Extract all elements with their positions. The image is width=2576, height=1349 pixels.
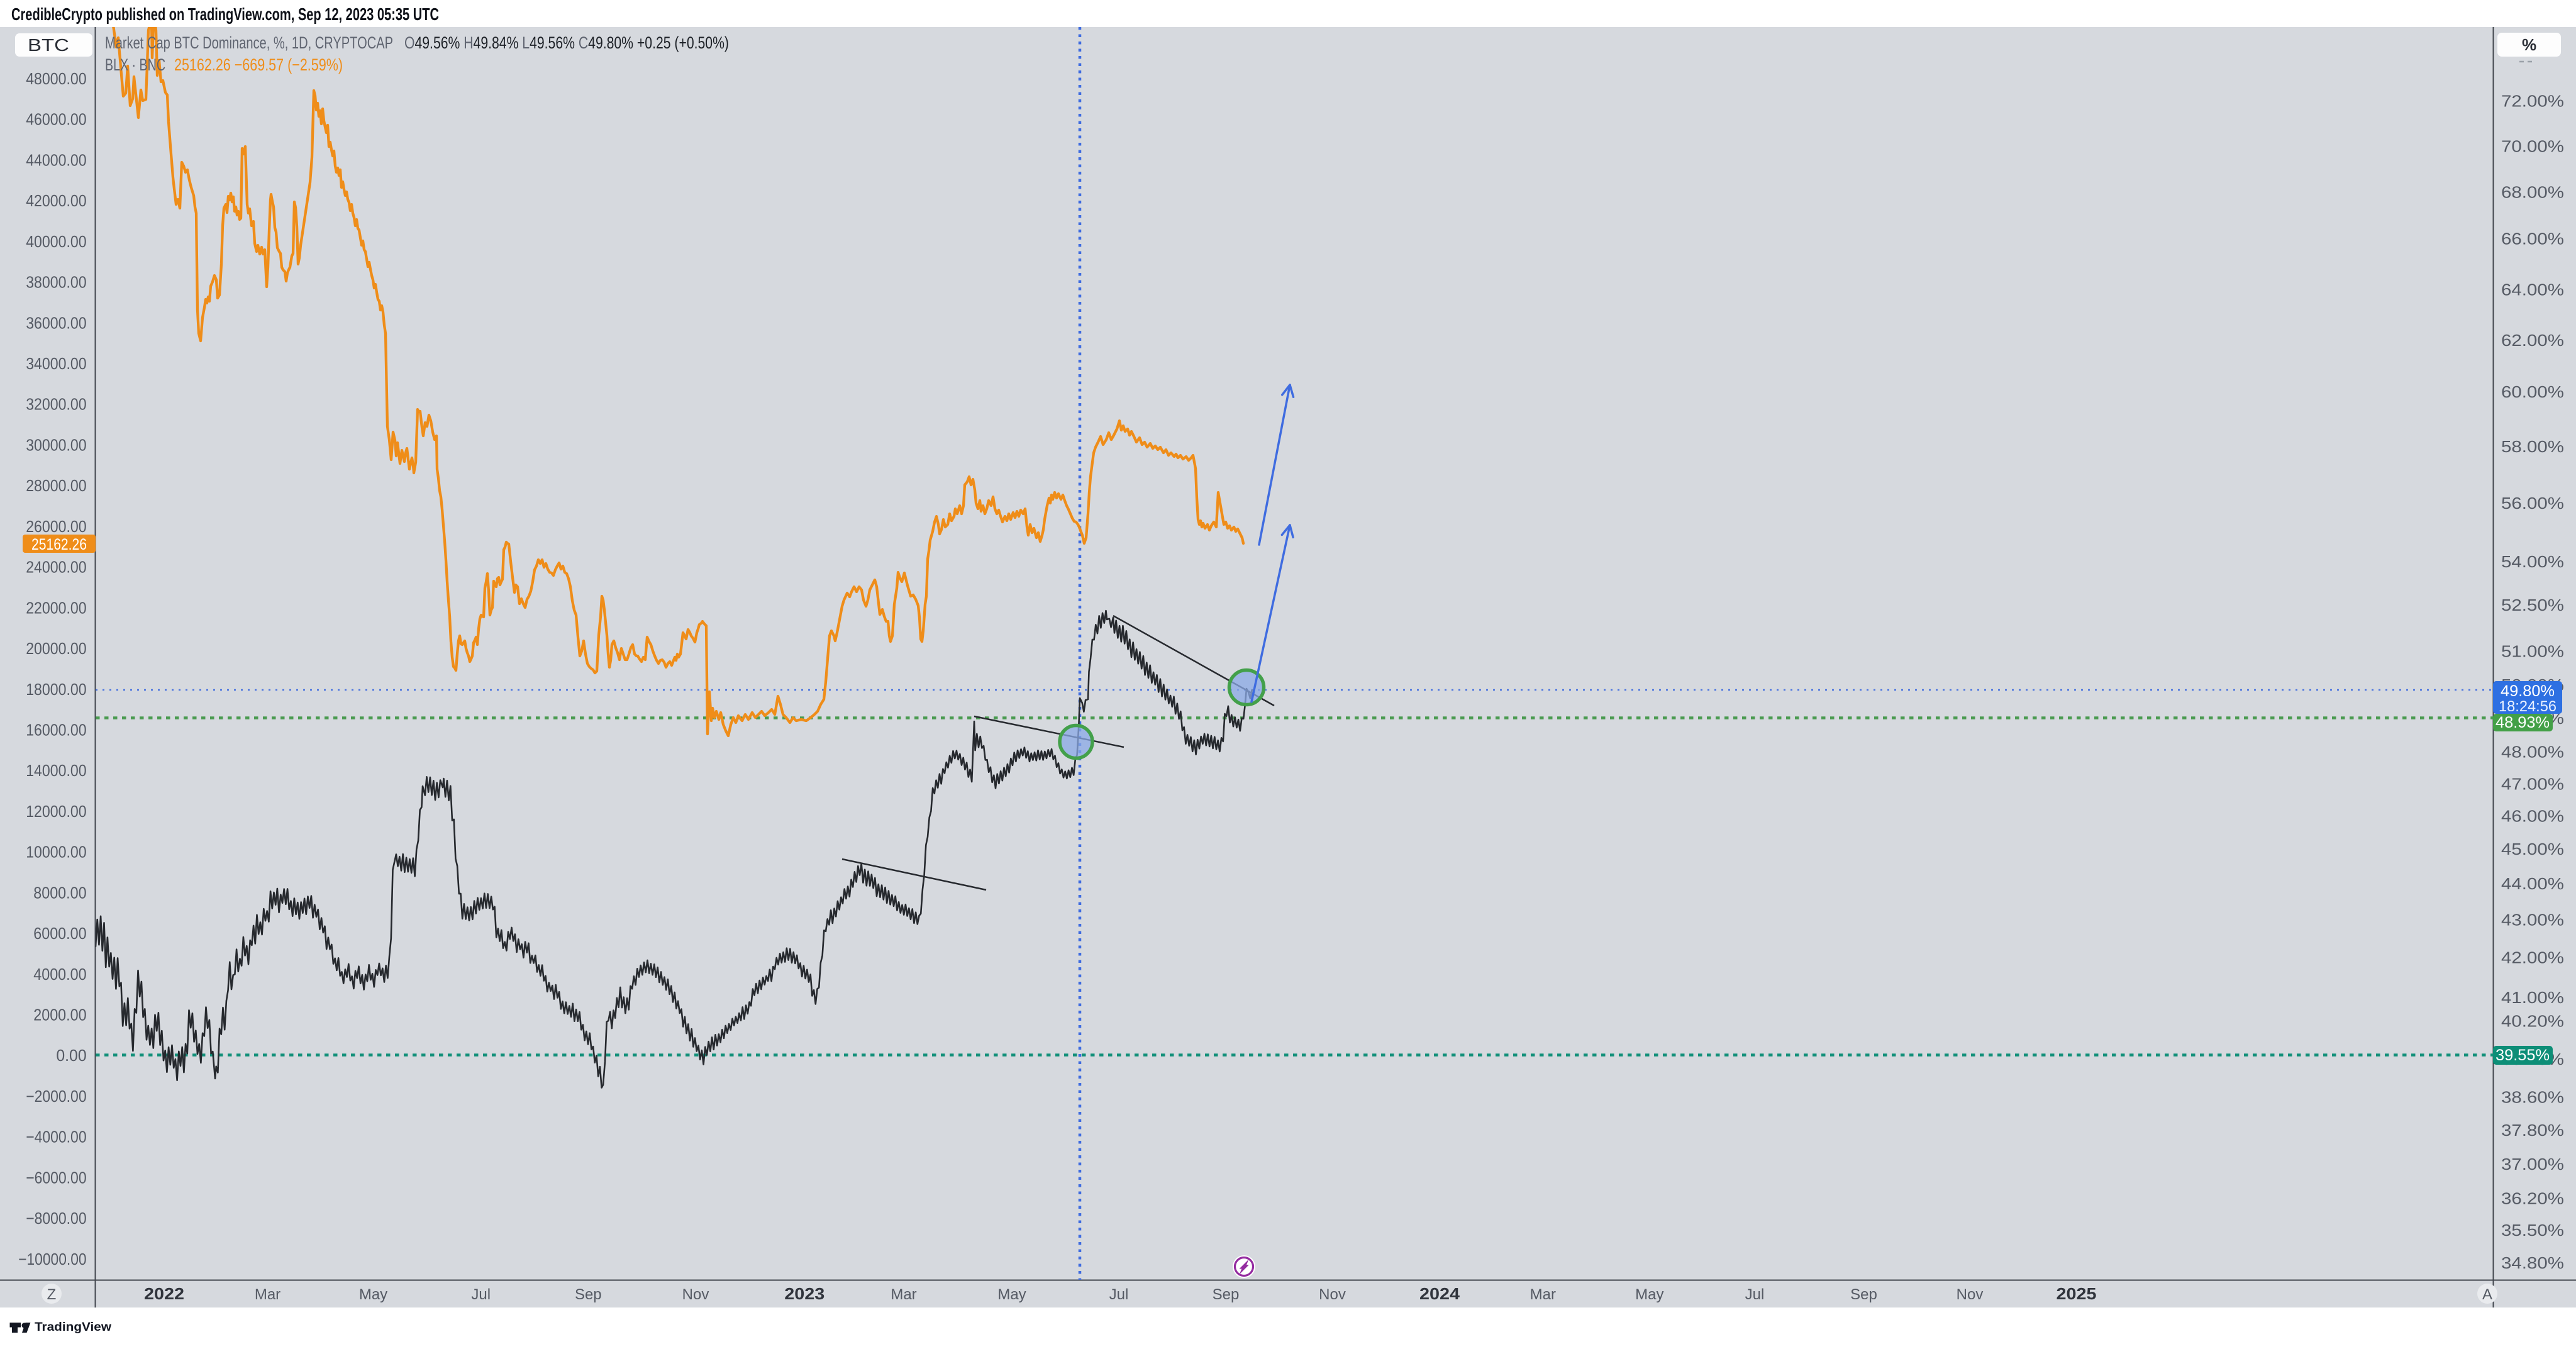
svg-text:Mar: Mar (891, 1286, 916, 1303)
svg-text:60.00%: 60.00% (2501, 382, 2564, 401)
svg-text:2024: 2024 (1419, 1284, 1460, 1303)
svg-text:−8000.00: −8000.00 (26, 1209, 86, 1228)
svg-text:BLX · BNC: BLX · BNC (105, 55, 165, 74)
svg-text:Sep: Sep (575, 1286, 602, 1303)
svg-text:72.00%: 72.00% (2501, 92, 2564, 111)
svg-text:−10000.00: −10000.00 (18, 1250, 86, 1269)
svg-text:48.93%: 48.93% (2496, 714, 2550, 731)
svg-text:36.20%: 36.20% (2501, 1189, 2564, 1207)
svg-text:6000.00: 6000.00 (33, 924, 86, 943)
svg-text:39.55%: 39.55% (2496, 1046, 2550, 1064)
svg-text:37.00%: 37.00% (2501, 1155, 2564, 1174)
svg-text:25162.26: 25162.26 (31, 536, 87, 553)
svg-text:24000.00: 24000.00 (26, 558, 86, 577)
svg-text:68.00%: 68.00% (2501, 183, 2564, 202)
svg-text:2000.00: 2000.00 (33, 1006, 86, 1024)
svg-text:40000.00: 40000.00 (26, 232, 86, 251)
svg-text:44000.00: 44000.00 (26, 150, 86, 169)
svg-text:%: % (2522, 35, 2536, 54)
svg-text:64.00%: 64.00% (2501, 280, 2564, 299)
svg-text:10000.00: 10000.00 (26, 843, 86, 862)
svg-text:48000.00: 48000.00 (26, 69, 86, 88)
svg-text:−4000.00: −4000.00 (26, 1128, 86, 1146)
svg-text:18:24:56: 18:24:56 (2499, 698, 2557, 715)
svg-text:32000.00: 32000.00 (26, 395, 86, 414)
svg-text:−6000.00: −6000.00 (26, 1168, 86, 1187)
svg-text:34.80%: 34.80% (2501, 1253, 2564, 1272)
svg-text:Sep: Sep (1213, 1286, 1240, 1303)
svg-text:42.00%: 42.00% (2501, 948, 2564, 967)
svg-text:43.00%: 43.00% (2501, 910, 2564, 929)
svg-text:46000.00: 46000.00 (26, 110, 86, 129)
svg-text:49.80%: 49.80% (2501, 682, 2555, 700)
svg-text:66.00%: 66.00% (2501, 230, 2564, 248)
svg-text:51.00%: 51.00% (2501, 642, 2564, 661)
svg-text:Mar: Mar (1530, 1286, 1556, 1303)
svg-text:May: May (997, 1286, 1026, 1303)
svg-text:52.50%: 52.50% (2501, 596, 2564, 614)
svg-text:TradingView: TradingView (35, 1320, 112, 1334)
svg-text:58.00%: 58.00% (2501, 437, 2564, 456)
svg-text:41.00%: 41.00% (2501, 988, 2564, 1007)
svg-text:44.00%: 44.00% (2501, 874, 2564, 893)
svg-text:CredibleCrypto published on Tr: CredibleCrypto published on TradingView.… (11, 4, 439, 24)
svg-text:22000.00: 22000.00 (26, 598, 86, 617)
svg-text:20000.00: 20000.00 (26, 639, 86, 658)
svg-text:40.20%: 40.20% (2501, 1011, 2564, 1030)
svg-text:28000.00: 28000.00 (26, 476, 86, 495)
svg-text:May: May (1635, 1286, 1663, 1303)
svg-text:4000.00: 4000.00 (33, 965, 86, 984)
svg-text:46.00%: 46.00% (2501, 806, 2564, 825)
svg-text:12000.00: 12000.00 (26, 802, 86, 821)
svg-text:48.00%: 48.00% (2501, 743, 2564, 762)
svg-text:62.00%: 62.00% (2501, 331, 2564, 350)
svg-text:36000.00: 36000.00 (26, 313, 86, 332)
svg-text:O49.56% H49.84% L49.56% C49.80: O49.56% H49.84% L49.56% C49.80% +0.25 (+… (404, 33, 729, 52)
svg-text:−2000.00: −2000.00 (26, 1087, 86, 1106)
svg-text:38.60%: 38.60% (2501, 1087, 2564, 1106)
svg-text:56.00%: 56.00% (2501, 494, 2564, 513)
svg-text:70.00%: 70.00% (2501, 137, 2564, 156)
svg-text:25162.26 −669.57 (−2.59%): 25162.26 −669.57 (−2.59%) (174, 55, 343, 74)
svg-text:16000.00: 16000.00 (26, 720, 86, 739)
svg-text:18000.00: 18000.00 (26, 680, 86, 699)
svg-text:0.00: 0.00 (56, 1046, 86, 1065)
svg-text:38000.00: 38000.00 (26, 273, 86, 292)
svg-text:8000.00: 8000.00 (33, 883, 86, 902)
svg-text:Market Cap BTC Dominance, %, 1: Market Cap BTC Dominance, %, 1D, CRYPTOC… (105, 33, 393, 52)
svg-text:2022: 2022 (144, 1284, 184, 1303)
svg-text:37.80%: 37.80% (2501, 1121, 2564, 1140)
svg-text:Jul: Jul (1745, 1286, 1765, 1303)
svg-text:2023: 2023 (784, 1284, 824, 1303)
svg-text:Nov: Nov (1319, 1286, 1346, 1303)
svg-text:Nov: Nov (682, 1286, 709, 1303)
svg-text:May: May (359, 1286, 387, 1303)
svg-text:45.00%: 45.00% (2501, 840, 2564, 858)
svg-text:Z: Z (47, 1286, 57, 1303)
svg-text:BTC: BTC (28, 35, 69, 55)
svg-text:A: A (2482, 1286, 2492, 1303)
svg-text:Nov: Nov (1957, 1286, 1984, 1303)
svg-text:42000.00: 42000.00 (26, 191, 86, 210)
svg-text:14000.00: 14000.00 (26, 761, 86, 780)
svg-text:26000.00: 26000.00 (26, 517, 86, 536)
svg-text:35.50%: 35.50% (2501, 1221, 2564, 1240)
svg-text:34000.00: 34000.00 (26, 354, 86, 373)
svg-text:54.00%: 54.00% (2501, 552, 2564, 571)
svg-text:Sep: Sep (1850, 1286, 1877, 1303)
svg-text:Jul: Jul (1109, 1286, 1129, 1303)
svg-text:30000.00: 30000.00 (26, 435, 86, 454)
svg-text:Mar: Mar (255, 1286, 280, 1303)
svg-text:2025: 2025 (2057, 1284, 2097, 1303)
svg-text:Jul: Jul (471, 1286, 491, 1303)
svg-text:47.00%: 47.00% (2501, 774, 2564, 793)
